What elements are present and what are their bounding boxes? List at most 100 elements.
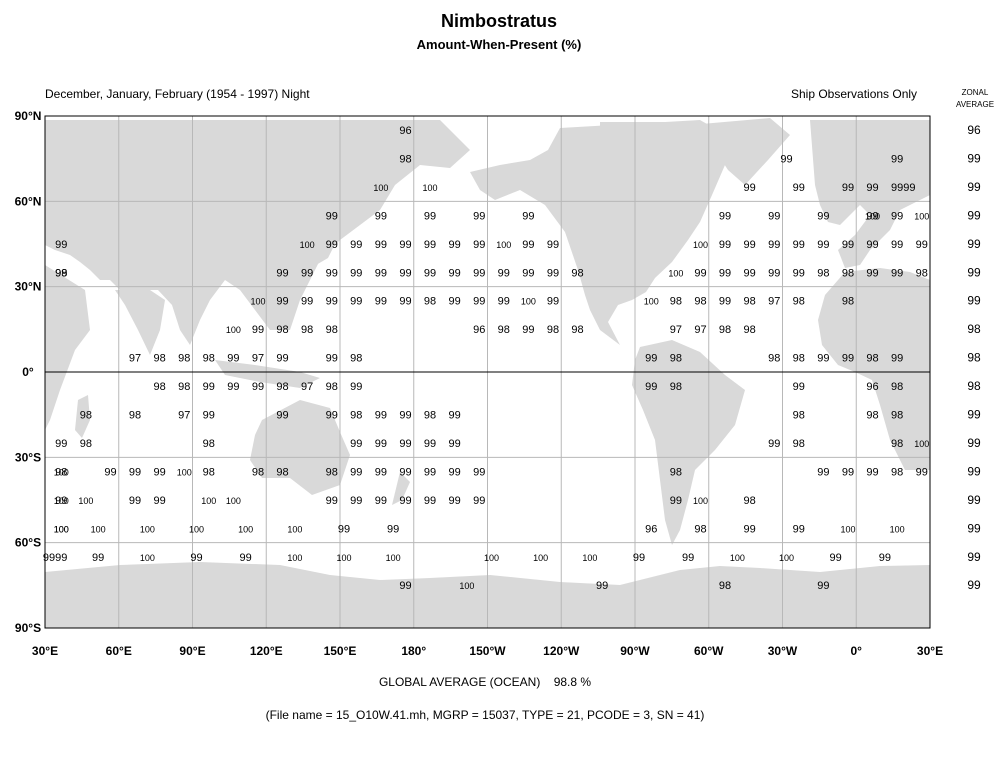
longitude-label: 60°W: [694, 644, 724, 658]
longitude-label: 150°E: [324, 644, 357, 658]
cell-value: 96: [645, 523, 657, 535]
cell-value: 100: [533, 553, 548, 563]
cell-value: 98: [326, 466, 338, 478]
cell-value: 99: [498, 296, 510, 308]
cell-value: 100: [54, 524, 69, 534]
cell-value: 99: [399, 580, 411, 592]
cell-value: 98: [744, 324, 756, 336]
cell-value: 99: [842, 353, 854, 365]
cell-value: 99: [276, 410, 288, 422]
cell-value: 99: [744, 267, 756, 279]
cell-value: 100: [890, 524, 905, 534]
cell-value: 99: [916, 466, 928, 478]
cell-value: 98: [154, 381, 166, 393]
cell-value: 98: [793, 410, 805, 422]
cell-value: 99: [424, 438, 436, 450]
cell-value: 98: [571, 324, 583, 336]
zonal-average-value: 99: [967, 180, 981, 194]
zonal-average-value: 98: [967, 351, 981, 365]
cell-value: 98: [276, 381, 288, 393]
cell-value: 98: [301, 324, 313, 336]
cell-value: 99: [326, 410, 338, 422]
cell-value: 98: [670, 353, 682, 365]
cell-value: 99: [473, 267, 485, 279]
cell-value: 99: [596, 580, 608, 592]
cell-value: 98: [891, 381, 903, 393]
cell-value: 99: [891, 239, 903, 251]
north-america-land: [470, 120, 760, 345]
cell-value: 99: [399, 239, 411, 251]
cell-value: 99: [375, 495, 387, 507]
cell-value: 98: [719, 580, 731, 592]
cell-value: 98: [55, 466, 67, 478]
cell-value: 100: [300, 240, 315, 250]
cell-value: 100: [54, 496, 69, 506]
cell-value: 100: [91, 524, 106, 534]
cell-value: 99: [375, 438, 387, 450]
cell-value: 98: [793, 296, 805, 308]
cell-value: 98: [276, 324, 288, 336]
zonal-average-value: 98: [967, 322, 981, 336]
cell-value: 99: [55, 239, 67, 251]
australia-land: [250, 400, 350, 495]
cell-value: 99: [104, 466, 116, 478]
cell-value: 100: [730, 553, 745, 563]
asia-land: [45, 120, 470, 345]
india-land: [115, 290, 165, 355]
arctic-islands-land: [600, 122, 690, 150]
zonal-average-value: 99: [967, 294, 981, 308]
cell-value: 99: [301, 296, 313, 308]
cell-value: 99: [547, 296, 559, 308]
cell-value: 99: [375, 410, 387, 422]
cell-value: 99: [633, 552, 645, 564]
cell-value: 99: [424, 466, 436, 478]
cell-value: 99: [744, 182, 756, 194]
cell-value: 98: [793, 438, 805, 450]
cell-value: 99: [154, 495, 166, 507]
cell-value: 99: [866, 239, 878, 251]
zonal-average-value: 99: [967, 208, 981, 222]
cell-value: 99: [891, 182, 903, 194]
longitude-label: 120°E: [250, 644, 283, 658]
cell-value: 100: [201, 496, 216, 506]
cell-value: 97: [178, 410, 190, 422]
cell-value: 98: [129, 410, 141, 422]
cell-value: 98: [80, 410, 92, 422]
cell-value: 99: [399, 296, 411, 308]
cell-value: 99: [350, 466, 362, 478]
cell-value: 99: [375, 239, 387, 251]
latitude-label: 90°N: [15, 109, 42, 123]
zonal-average-value: 99: [967, 265, 981, 279]
cell-value: 99: [449, 410, 461, 422]
cell-value: 96: [399, 125, 411, 137]
cell-value: 99: [203, 410, 215, 422]
cell-value: 99: [338, 523, 350, 535]
cell-value: 99: [375, 267, 387, 279]
south-america-land: [632, 340, 745, 545]
cell-value: 99: [375, 296, 387, 308]
data-source-label: Ship Observations Only: [791, 87, 918, 101]
cell-value: 99: [154, 466, 166, 478]
longitude-label: 90°E: [179, 644, 205, 658]
cell-value: 97: [301, 381, 313, 393]
eurasia-land: [810, 120, 930, 268]
latitude-label: 30°N: [15, 280, 42, 294]
cell-value: 100: [521, 297, 536, 307]
zonal-header-line1: ZONAL: [961, 88, 989, 97]
cell-value: 100: [582, 553, 597, 563]
cell-value: 99: [879, 552, 891, 564]
longitude-label: 90°W: [620, 644, 650, 658]
global-average: GLOBAL AVERAGE (OCEAN) 98.8 %: [0, 675, 970, 689]
cell-value: 99: [768, 239, 780, 251]
cell-value: 99: [817, 466, 829, 478]
cell-value: 100: [693, 240, 708, 250]
cell-value: 99: [891, 353, 903, 365]
indonesia-land: [215, 360, 320, 388]
cell-value: 99: [817, 210, 829, 222]
cell-values: 96 99 98 99 99 99 100 100 99 99 99 99 100 99 99 99 99 99 9…: [43, 125, 929, 592]
cell-value: 99: [449, 267, 461, 279]
longitude-label: 30°W: [768, 644, 798, 658]
cell-value: 98: [670, 296, 682, 308]
cell-value: 99: [522, 267, 534, 279]
